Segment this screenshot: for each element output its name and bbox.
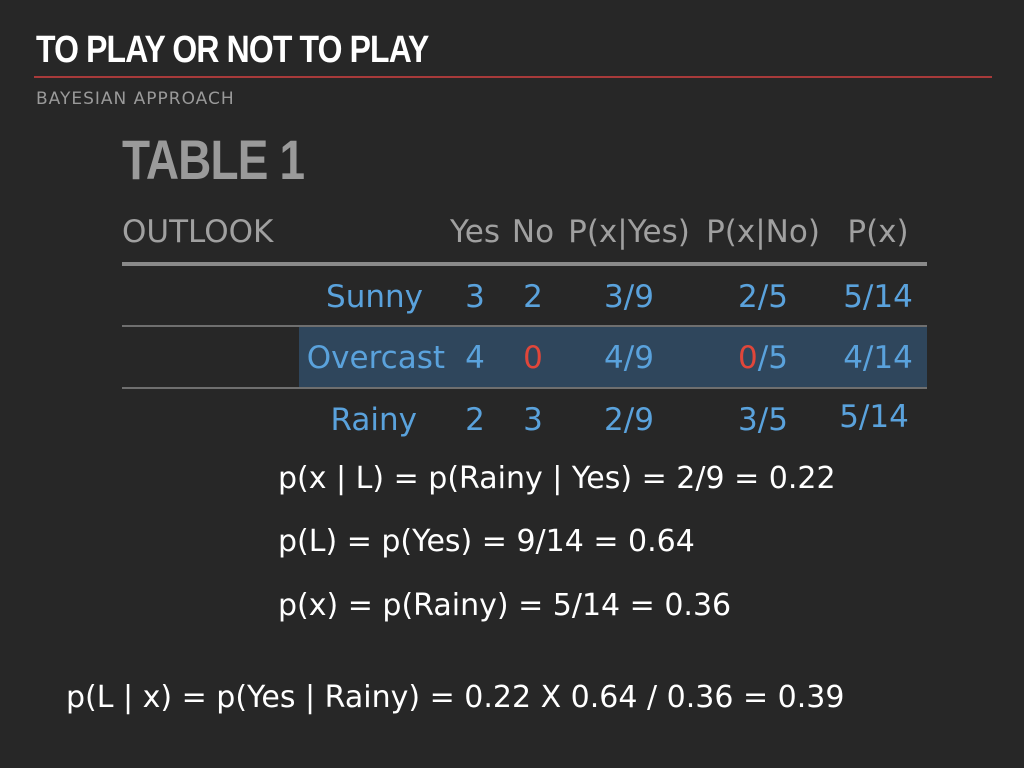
row-p-x-yes: 4/9 [604, 340, 654, 376]
row-no: 2 [523, 279, 543, 315]
row-yes: 3 [465, 279, 485, 315]
slide-title: TO PLAY OR NOT TO PLAY [36, 29, 429, 71]
row-outlook: Sunny [326, 279, 423, 315]
row-p-x-yes: 2/9 [604, 402, 654, 438]
row-p-x: 4/14 [843, 340, 913, 376]
header-p-x-yes: P(x|Yes) [568, 214, 690, 250]
table-heading: TABLE 1 [122, 128, 305, 191]
header-divider [122, 262, 927, 266]
slide-subtitle: BAYESIAN APPROACH [36, 89, 235, 109]
likelihood-formula: p(x | L) = p(Rainy | Yes) = 2/9 = 0.22 [278, 461, 836, 496]
denominator: /5 [757, 402, 788, 438]
row-p-x-no: 3/5 [738, 400, 788, 440]
row-p-x-no: 2/5 [738, 279, 788, 315]
header-yes: Yes [449, 214, 501, 250]
header-outlook: OUTLOOK [122, 214, 274, 250]
header-no: No [511, 214, 555, 250]
header-p-x: P(x) [847, 214, 909, 250]
row-no: 3 [523, 402, 543, 438]
prior-formula: p(L) = p(Yes) = 9/14 = 0.64 [278, 524, 695, 559]
denominator: /5 [757, 340, 788, 376]
header-p-x-no: P(x|No) [706, 214, 820, 250]
row-divider [122, 387, 927, 389]
row-p-x-yes: 3/9 [604, 279, 654, 315]
numerator: 3 [738, 402, 758, 438]
row-divider [122, 325, 927, 327]
evidence-formula: p(x) = p(Rainy) = 5/14 = 0.36 [278, 588, 732, 623]
posterior-formula: p(L | x) = p(Yes | Rainy) = 0.22 X 0.64 … [66, 680, 845, 715]
zero-numerator: 0 [738, 340, 758, 376]
row-yes: 2 [465, 402, 485, 438]
row-p-x: 5/14 [843, 279, 913, 315]
highlighted-row-background [299, 327, 927, 387]
row-no-zero: 0 [523, 340, 543, 376]
row-p-x-no: 0/5 [738, 338, 788, 378]
row-outlook: Overcast [306, 340, 445, 376]
title-divider [34, 76, 992, 78]
row-p-x: 5/14 [839, 399, 909, 435]
row-yes: 4 [465, 340, 485, 376]
row-outlook: Rainy [330, 402, 417, 438]
